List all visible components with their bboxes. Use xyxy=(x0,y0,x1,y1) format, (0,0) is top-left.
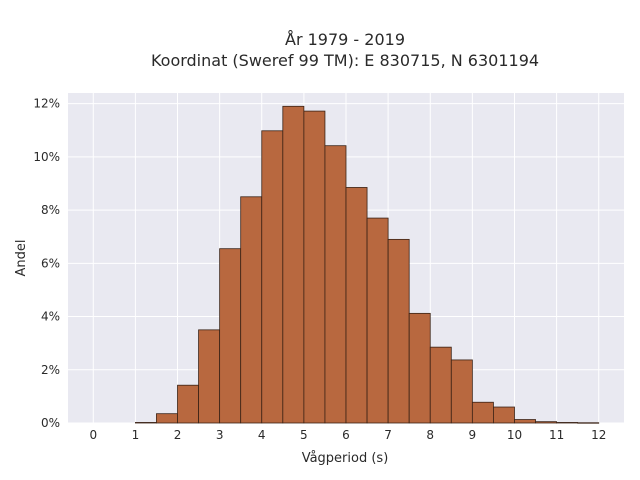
histogram-bar xyxy=(514,419,536,424)
x-tick-label: 12 xyxy=(591,428,606,442)
histogram-bar xyxy=(429,346,452,424)
histogram-bar xyxy=(366,217,389,424)
histogram-bar xyxy=(493,406,515,424)
y-axis-label: Andel xyxy=(14,240,29,277)
histogram-bar xyxy=(345,187,368,424)
histogram-bar xyxy=(387,238,410,424)
histogram-bar xyxy=(577,422,600,424)
y-tick-label: 4% xyxy=(41,310,60,324)
histogram-bar xyxy=(408,312,431,424)
x-tick-label: 3 xyxy=(216,428,224,442)
histogram-bar xyxy=(134,422,157,424)
x-tick-label: 6 xyxy=(342,428,350,442)
x-tick-label: 8 xyxy=(426,428,434,442)
histogram-bar xyxy=(219,248,242,424)
x-tick-label: 4 xyxy=(258,428,266,442)
histogram-bar xyxy=(282,105,305,424)
y-tick-label: 8% xyxy=(41,203,60,217)
x-tick-label: 0 xyxy=(89,428,97,442)
chart-title-line2: Koordinat (Sweref 99 TM): E 830715, N 63… xyxy=(151,51,539,70)
histogram-bar xyxy=(240,196,263,424)
y-tick-label: 0% xyxy=(41,416,60,430)
histogram-bar xyxy=(156,413,178,424)
histogram-bar xyxy=(261,130,284,424)
x-tick-label: 9 xyxy=(469,428,477,442)
y-tick-label: 10% xyxy=(33,150,60,164)
x-tick-label: 1 xyxy=(132,428,140,442)
histogram-bar xyxy=(535,421,558,424)
x-axis-ticks: 0 1 2 3 4 5 6 7 8 9 10 11 12 xyxy=(89,428,606,442)
histogram-bar xyxy=(303,110,326,424)
histogram-bar xyxy=(471,401,494,424)
histogram-bar xyxy=(198,329,221,424)
x-axis-label: Vågperiod (s) xyxy=(302,451,389,466)
y-axis-ticks: 0% 2% 4% 6% 8% 10% 12% xyxy=(33,97,60,430)
x-tick-label: 10 xyxy=(507,428,522,442)
histogram-bar xyxy=(324,145,347,424)
x-tick-label: 7 xyxy=(384,428,392,442)
chart-title-line1: År 1979 - 2019 xyxy=(285,30,405,49)
x-tick-label: 2 xyxy=(174,428,182,442)
y-tick-label: 2% xyxy=(41,363,60,377)
y-tick-label: 6% xyxy=(41,256,60,270)
histogram-bar xyxy=(450,359,473,424)
y-tick-label: 12% xyxy=(33,97,60,111)
histogram-bar xyxy=(177,384,199,424)
x-tick-label: 5 xyxy=(300,428,308,442)
histogram-bar xyxy=(556,422,579,424)
x-tick-label: 11 xyxy=(549,428,564,442)
bars xyxy=(134,105,600,424)
